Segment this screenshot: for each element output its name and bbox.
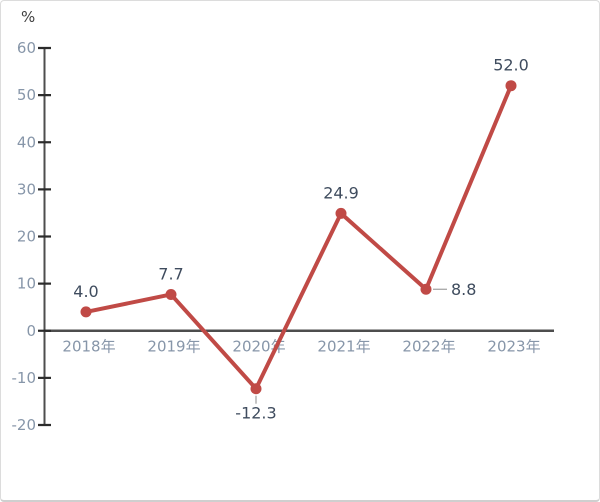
data-point-label: 4.0 xyxy=(73,282,98,301)
y-tick-label: -20 xyxy=(12,416,37,434)
y-axis-unit-label: % xyxy=(21,8,36,26)
data-point-label: 52.0 xyxy=(493,56,529,75)
y-tick-label: 20 xyxy=(17,228,36,246)
data-point-marker xyxy=(165,288,177,300)
data-point-marker xyxy=(505,80,517,92)
x-axis-label: 2019年 xyxy=(147,337,200,355)
data-point-label: 8.8 xyxy=(451,280,476,299)
data-point-marker xyxy=(80,306,92,318)
data-point-marker xyxy=(335,207,347,219)
x-axis-label: 2023年 xyxy=(487,337,540,355)
y-tick-label: 10 xyxy=(17,275,36,293)
y-tick-label: -10 xyxy=(12,369,37,387)
y-tick-label: 50 xyxy=(17,86,36,104)
data-point-marker xyxy=(420,283,432,295)
y-tick-label: 0 xyxy=(26,322,36,340)
x-axis-label: 2022年 xyxy=(402,337,455,355)
data-point-marker xyxy=(250,383,262,395)
y-tick-label: 40 xyxy=(17,133,36,151)
series-line xyxy=(84,83,513,391)
data-point-label: -12.3 xyxy=(235,404,276,423)
data-point-label: 24.9 xyxy=(323,183,359,202)
y-tick-label: 60 xyxy=(17,39,36,57)
x-axis-label: 2018年 xyxy=(62,337,115,355)
y-tick-label: 30 xyxy=(17,180,36,198)
x-axis-label: 2021年 xyxy=(317,337,370,355)
data-point-label: 7.7 xyxy=(158,264,183,283)
